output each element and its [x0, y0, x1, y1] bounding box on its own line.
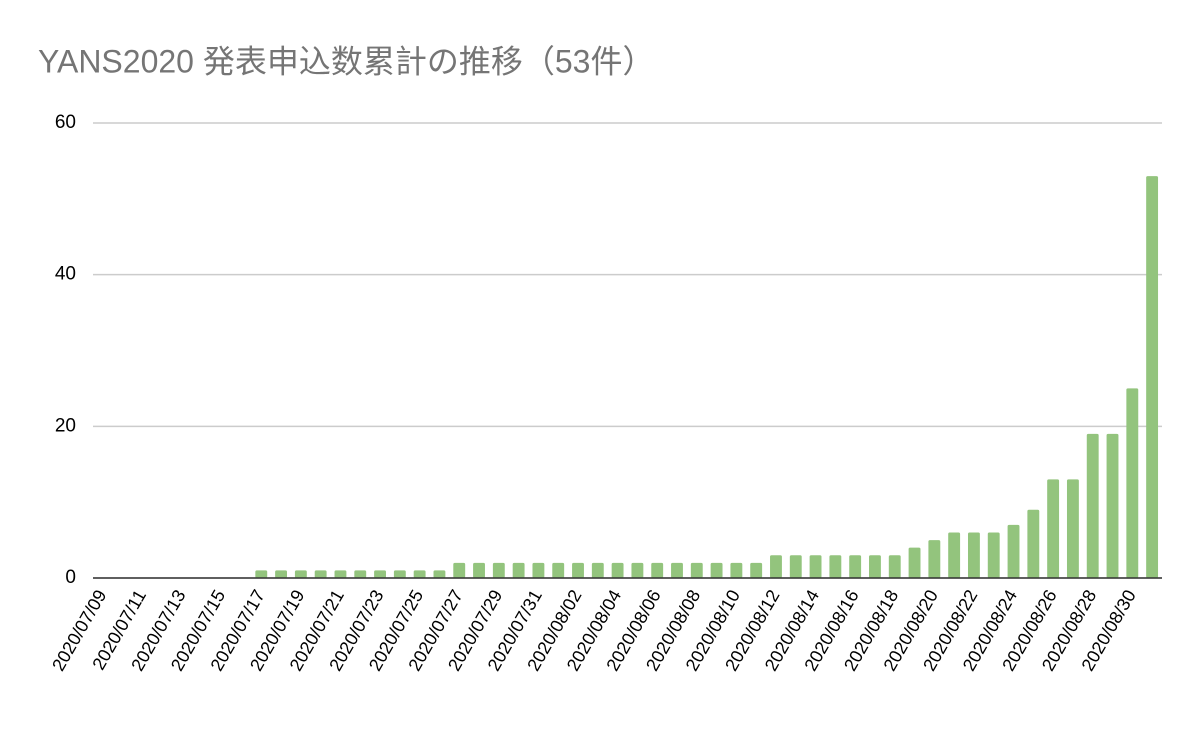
bar: [908, 547, 921, 578]
bar: [275, 570, 288, 578]
bar: [967, 532, 980, 578]
bar: [1146, 176, 1159, 579]
bar: [671, 562, 683, 578]
bar: [611, 562, 624, 578]
bar: [987, 532, 1000, 578]
bar: [354, 570, 367, 578]
bar: [532, 562, 545, 578]
bar: [334, 570, 347, 578]
bar: [1007, 524, 1020, 578]
y-tick-label: 60: [55, 112, 76, 133]
bar: [572, 562, 584, 578]
bar: [255, 570, 268, 578]
bar: [750, 562, 763, 578]
bar: [770, 555, 782, 578]
bar: [948, 532, 961, 578]
bar: [829, 555, 842, 578]
bar: [869, 555, 881, 578]
bar: [473, 562, 485, 578]
bar: [809, 555, 822, 578]
bar: [1027, 509, 1040, 578]
bar: [849, 555, 862, 578]
bar: [393, 570, 406, 578]
chart-title: YANS2020 発表申込数累計の推移（53件）: [38, 43, 654, 79]
bar: [710, 562, 723, 578]
bar: [730, 562, 743, 578]
bar: [374, 570, 386, 578]
bar: [552, 562, 565, 578]
bar: [591, 562, 604, 578]
bar: [631, 562, 644, 578]
y-tick-label: 0: [65, 567, 76, 588]
bar: [690, 562, 703, 578]
bar: [1047, 479, 1060, 578]
bar: [433, 570, 446, 578]
bar: [1126, 388, 1139, 578]
bar: [314, 570, 327, 578]
bar: [1086, 433, 1099, 578]
bar: [453, 562, 466, 578]
y-tick-label: 20: [55, 415, 76, 436]
bar: [789, 555, 802, 578]
bar: [512, 562, 525, 578]
y-tick-label: 40: [55, 264, 76, 285]
bar: [651, 562, 664, 578]
bar: [492, 562, 505, 578]
bar: [1066, 479, 1079, 578]
bar: [928, 540, 941, 578]
bar: [1106, 433, 1119, 578]
bar: [413, 570, 426, 578]
bar: [294, 570, 307, 578]
bar: [888, 555, 901, 578]
